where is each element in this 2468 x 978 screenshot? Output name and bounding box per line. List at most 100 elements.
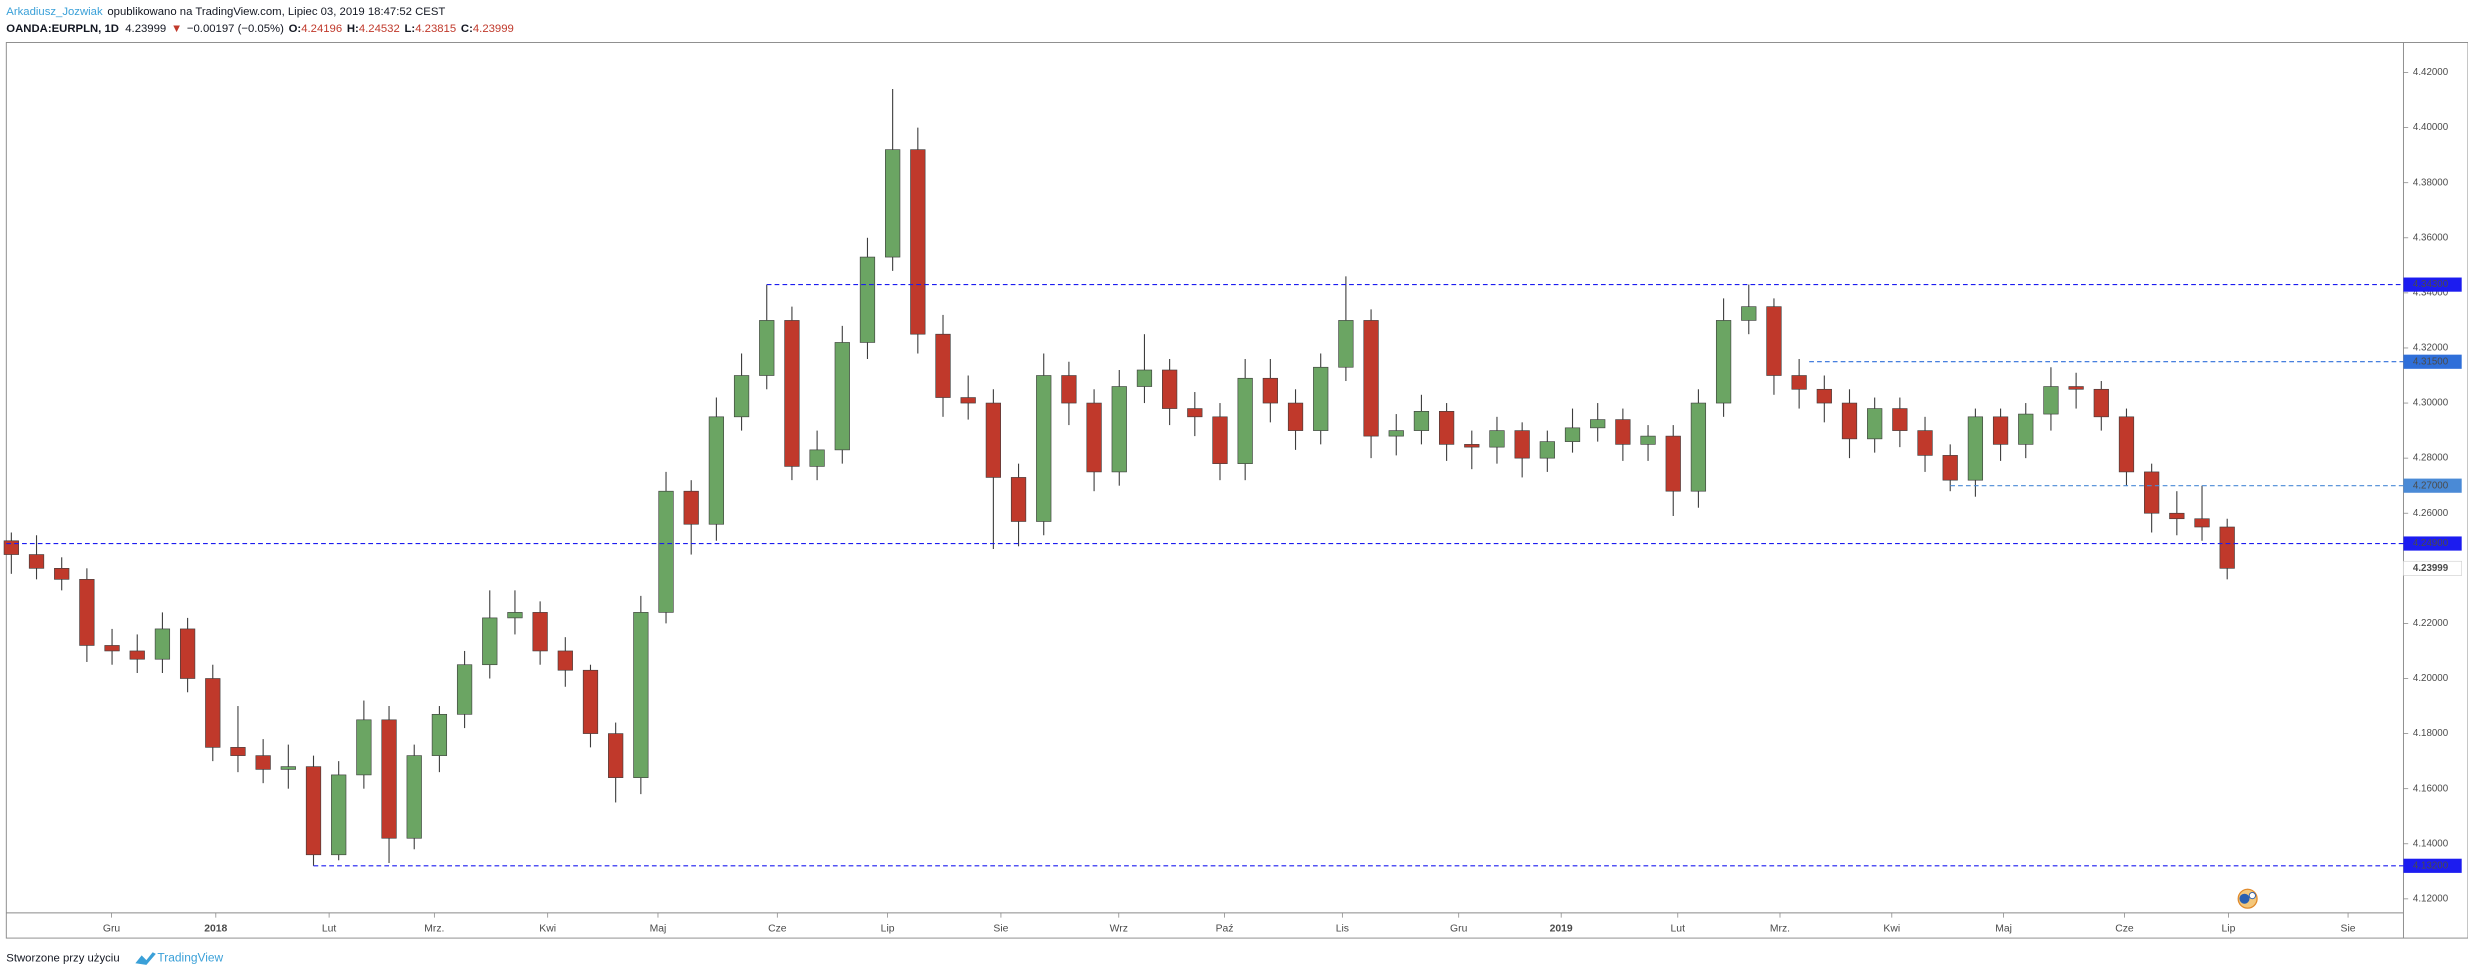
y-tick-label: 4.30000 bbox=[2413, 398, 2449, 409]
candle-body bbox=[1187, 408, 1203, 418]
candle-body bbox=[1791, 375, 1807, 390]
candle-body bbox=[2144, 471, 2160, 514]
y-tick-label: 4.16000 bbox=[2413, 783, 2449, 794]
candle-body bbox=[658, 490, 674, 613]
candle-body bbox=[1363, 320, 1379, 437]
x-tick-label: Wrz bbox=[1110, 923, 1128, 934]
candle-body bbox=[1438, 411, 1455, 445]
level-label: 4.31500 bbox=[2413, 356, 2449, 367]
candle-body bbox=[582, 669, 599, 734]
ohlc-label: O: bbox=[289, 23, 302, 35]
x-tick-label: Gru bbox=[103, 923, 121, 934]
x-tick-label: Cze bbox=[768, 923, 787, 934]
candle-body bbox=[1690, 402, 1707, 492]
candle-body bbox=[1741, 306, 1757, 321]
candle-body bbox=[708, 416, 725, 525]
candle-body bbox=[910, 149, 926, 335]
candle-body bbox=[1136, 369, 1153, 387]
candle-body bbox=[1615, 419, 1631, 445]
candle-body bbox=[2194, 518, 2210, 528]
candle-body bbox=[305, 766, 322, 856]
candle-body bbox=[985, 402, 1001, 478]
x-tick-label: Lut bbox=[322, 923, 337, 934]
y-tick-label: 4.36000 bbox=[2413, 232, 2449, 243]
candle-body bbox=[255, 755, 271, 770]
level-label-bg bbox=[2403, 858, 2462, 873]
footer-brand[interactable]: TradingView bbox=[157, 951, 223, 965]
x-tick-label: Paź bbox=[1216, 923, 1234, 934]
candle-body bbox=[2043, 386, 2059, 415]
candle-body bbox=[2068, 386, 2084, 390]
candle-body bbox=[885, 149, 901, 258]
x-tick-label: Cze bbox=[2115, 923, 2134, 934]
candle-body bbox=[608, 733, 624, 778]
candle-body bbox=[381, 719, 397, 839]
candle-body bbox=[79, 579, 95, 646]
footer-logo[interactable]: TradingView bbox=[135, 951, 224, 965]
candle-body bbox=[54, 568, 70, 580]
candle-body bbox=[1262, 377, 1278, 404]
ohlc-value: 4.24196 bbox=[301, 23, 342, 35]
x-tick-label: Lip bbox=[2222, 923, 2236, 934]
level-label-bg bbox=[2403, 277, 2462, 292]
x-tick-label: Maj bbox=[1995, 923, 2012, 934]
candle-body bbox=[633, 612, 649, 778]
indicator-icon[interactable] bbox=[2237, 888, 2258, 909]
x-tick-label: 2018 bbox=[204, 923, 227, 934]
candle-body bbox=[1237, 377, 1253, 464]
level-label-bg bbox=[2403, 354, 2462, 369]
candle-body bbox=[129, 650, 145, 660]
candle-body bbox=[1992, 416, 2009, 445]
y-tick-label: 4.18000 bbox=[2413, 728, 2449, 739]
y-tick-label: 4.34000 bbox=[2413, 287, 2449, 298]
ohlc-label: L: bbox=[405, 23, 416, 35]
candle-body bbox=[1111, 386, 1127, 473]
level-label-bg bbox=[2403, 536, 2462, 551]
candle-body bbox=[859, 256, 876, 343]
plot: 4.12000 4.14000 4.16000 4.18000 4.20000 4.220… bbox=[3, 67, 2463, 934]
level-label: 4.24900 bbox=[2413, 538, 2449, 549]
level-label: 4.34300 bbox=[2413, 279, 2449, 290]
x-tick-label: Lut bbox=[1671, 923, 1686, 934]
footer-text: Stworzone przy użyciu bbox=[6, 953, 119, 965]
ohlc-label: C: bbox=[461, 23, 473, 35]
candle-body bbox=[1162, 369, 1178, 409]
x-tick-label: Mrz. bbox=[1770, 923, 1790, 934]
y-tick-label: 4.12000 bbox=[2413, 893, 2449, 904]
candle-body bbox=[482, 617, 498, 666]
candle-body bbox=[1489, 430, 1505, 448]
candle-body bbox=[1086, 402, 1102, 473]
candle-body bbox=[532, 612, 548, 652]
y-tick-label: 4.38000 bbox=[2413, 177, 2449, 188]
candle-body bbox=[2018, 413, 2034, 445]
candle-body bbox=[431, 713, 448, 756]
change: −0.00197 (−0.05%) bbox=[187, 23, 284, 35]
candle-body bbox=[1564, 427, 1581, 442]
x-tick-label: Kwi bbox=[539, 923, 556, 934]
candle-body bbox=[1539, 441, 1555, 459]
candle-body bbox=[733, 375, 750, 418]
x-tick-label: 2019 bbox=[1550, 923, 1573, 934]
candle-body bbox=[230, 747, 246, 756]
y-tick-label: 4.20000 bbox=[2413, 673, 2449, 684]
candle-body bbox=[784, 320, 800, 467]
candle-body bbox=[2093, 388, 2109, 418]
candle-body bbox=[1313, 366, 1329, 431]
author[interactable]: Arkadiusz_Jozwiak bbox=[6, 6, 103, 18]
y-tick-label: 4.28000 bbox=[2413, 453, 2449, 464]
candle-body bbox=[1338, 320, 1354, 368]
header-line-2: OANDA:EURPLN, 1D 4.23999 ▼ −0.00197 (−0.05%… bbox=[6, 23, 514, 35]
last: 4.23999 bbox=[125, 23, 166, 35]
candle-body bbox=[1816, 388, 1832, 404]
candle-body bbox=[2118, 416, 2135, 473]
candle-body bbox=[1287, 402, 1304, 431]
candle-body bbox=[280, 766, 296, 770]
last-price-label: 4.23999 bbox=[2413, 563, 2449, 574]
candle-body bbox=[1715, 320, 1732, 404]
candle-body bbox=[683, 490, 699, 525]
candle-body bbox=[1590, 419, 1606, 429]
y-tick-label: 4.32000 bbox=[2413, 343, 2449, 354]
x-tick-label: Gru bbox=[1450, 923, 1468, 934]
y-tick-label: 4.14000 bbox=[2413, 838, 2449, 849]
